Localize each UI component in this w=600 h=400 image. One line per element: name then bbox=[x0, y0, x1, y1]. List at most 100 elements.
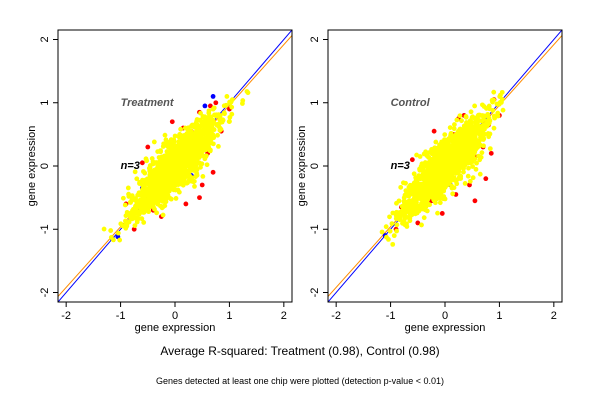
yellow-point bbox=[447, 125, 453, 130]
panel-label: Treatment bbox=[121, 97, 175, 109]
yellow-point bbox=[170, 166, 176, 171]
yellow-point bbox=[387, 228, 393, 234]
yellow-point bbox=[229, 104, 235, 110]
x-tick-label: -2 bbox=[61, 310, 71, 322]
yellow-point bbox=[163, 188, 169, 194]
yellow-point bbox=[163, 180, 168, 186]
yellow-point bbox=[165, 193, 171, 198]
yellow-point bbox=[193, 174, 198, 180]
sample-count-label: n=3 bbox=[121, 160, 140, 172]
yellow-point bbox=[426, 172, 432, 177]
yellow-point bbox=[462, 131, 468, 137]
yellow-point bbox=[440, 173, 445, 179]
yellow-point bbox=[151, 139, 157, 145]
y-tick-label: -1 bbox=[309, 224, 321, 234]
x-tick-label: 1 bbox=[496, 310, 502, 322]
yellow-point bbox=[401, 195, 407, 201]
yellow-point bbox=[448, 162, 454, 168]
y-tick-label: 1 bbox=[309, 100, 321, 106]
yellow-point bbox=[129, 195, 135, 201]
yellow-point bbox=[460, 164, 465, 170]
yellow-point bbox=[442, 132, 448, 138]
red-point bbox=[145, 144, 151, 150]
yellow-point bbox=[484, 106, 489, 111]
yellow-point bbox=[205, 142, 210, 148]
red-point bbox=[409, 157, 415, 163]
yellow-point bbox=[179, 181, 185, 187]
yellow-point bbox=[407, 218, 413, 224]
yellow-point bbox=[160, 212, 166, 218]
x-tick-label: 1 bbox=[226, 310, 232, 322]
yellow-point bbox=[442, 196, 448, 202]
yellow-point bbox=[244, 89, 250, 94]
yellow-point bbox=[127, 213, 132, 219]
yellow-point bbox=[427, 202, 432, 208]
yellow-point bbox=[419, 222, 424, 228]
yellow-point bbox=[457, 161, 463, 166]
yellow-point bbox=[462, 156, 468, 162]
yellow-point bbox=[467, 178, 473, 184]
yellow-point bbox=[192, 184, 197, 189]
yellow-point bbox=[433, 145, 439, 151]
yellow-point bbox=[182, 125, 188, 131]
yellow-point bbox=[179, 171, 185, 177]
yellow-point bbox=[450, 153, 455, 159]
yellow-point bbox=[207, 133, 213, 139]
yellow-point bbox=[438, 145, 444, 151]
yellow-point bbox=[477, 157, 483, 163]
yellow-point bbox=[158, 162, 164, 168]
yellow-point bbox=[442, 150, 448, 156]
yellow-point bbox=[411, 171, 417, 177]
yellow-point bbox=[204, 118, 210, 124]
yellow-point bbox=[407, 211, 413, 217]
average-r-squared-caption: Average R-squared: Treatment (0.98), Con… bbox=[160, 344, 440, 358]
yellow-point bbox=[147, 184, 153, 190]
yellow-point bbox=[145, 190, 151, 196]
yellow-point bbox=[396, 214, 402, 220]
x-axis-label: gene expression bbox=[135, 322, 216, 334]
yellow-point bbox=[190, 148, 195, 154]
yellow-point bbox=[176, 189, 182, 195]
yellow-point bbox=[421, 215, 427, 221]
yellow-point bbox=[432, 170, 438, 175]
yellow-point bbox=[499, 89, 505, 95]
yellow-point bbox=[470, 131, 476, 137]
yellow-point bbox=[195, 160, 201, 166]
yellow-point bbox=[437, 200, 443, 206]
yellow-point bbox=[448, 132, 454, 137]
yellow-point bbox=[446, 155, 452, 161]
y-tick-label: -2 bbox=[39, 288, 51, 298]
yellow-point bbox=[135, 216, 141, 222]
yellow-point bbox=[389, 221, 395, 226]
yellow-point bbox=[189, 155, 195, 161]
yellow-point bbox=[432, 173, 438, 179]
yellow-point bbox=[427, 159, 433, 165]
yellow-point bbox=[153, 179, 159, 185]
yellow-point bbox=[451, 169, 457, 175]
yellow-point bbox=[470, 175, 476, 181]
red-point bbox=[483, 176, 489, 182]
yellow-point bbox=[440, 168, 446, 174]
yellow-point bbox=[220, 117, 226, 123]
yellow-point bbox=[474, 160, 479, 166]
yellow-point bbox=[162, 199, 168, 204]
yellow-point bbox=[402, 222, 408, 228]
yellow-point bbox=[466, 165, 471, 171]
yellow-point bbox=[457, 113, 463, 119]
yellow-point bbox=[181, 133, 187, 138]
yellow-point bbox=[476, 143, 482, 149]
yellow-point bbox=[481, 143, 486, 149]
yellow-point bbox=[150, 189, 156, 195]
yellow-point bbox=[176, 133, 182, 139]
yellow-point bbox=[201, 145, 207, 151]
yellow-point bbox=[444, 160, 449, 166]
yellow-point bbox=[164, 175, 169, 180]
yellow-point bbox=[485, 121, 491, 127]
yellow-point bbox=[477, 113, 483, 118]
yellow-point bbox=[206, 114, 212, 120]
y-tick-label: -2 bbox=[309, 288, 321, 298]
x-axis-label: gene expression bbox=[405, 322, 486, 334]
yellow-point bbox=[433, 139, 439, 145]
yellow-point bbox=[143, 200, 149, 206]
yellow-point bbox=[462, 139, 468, 145]
